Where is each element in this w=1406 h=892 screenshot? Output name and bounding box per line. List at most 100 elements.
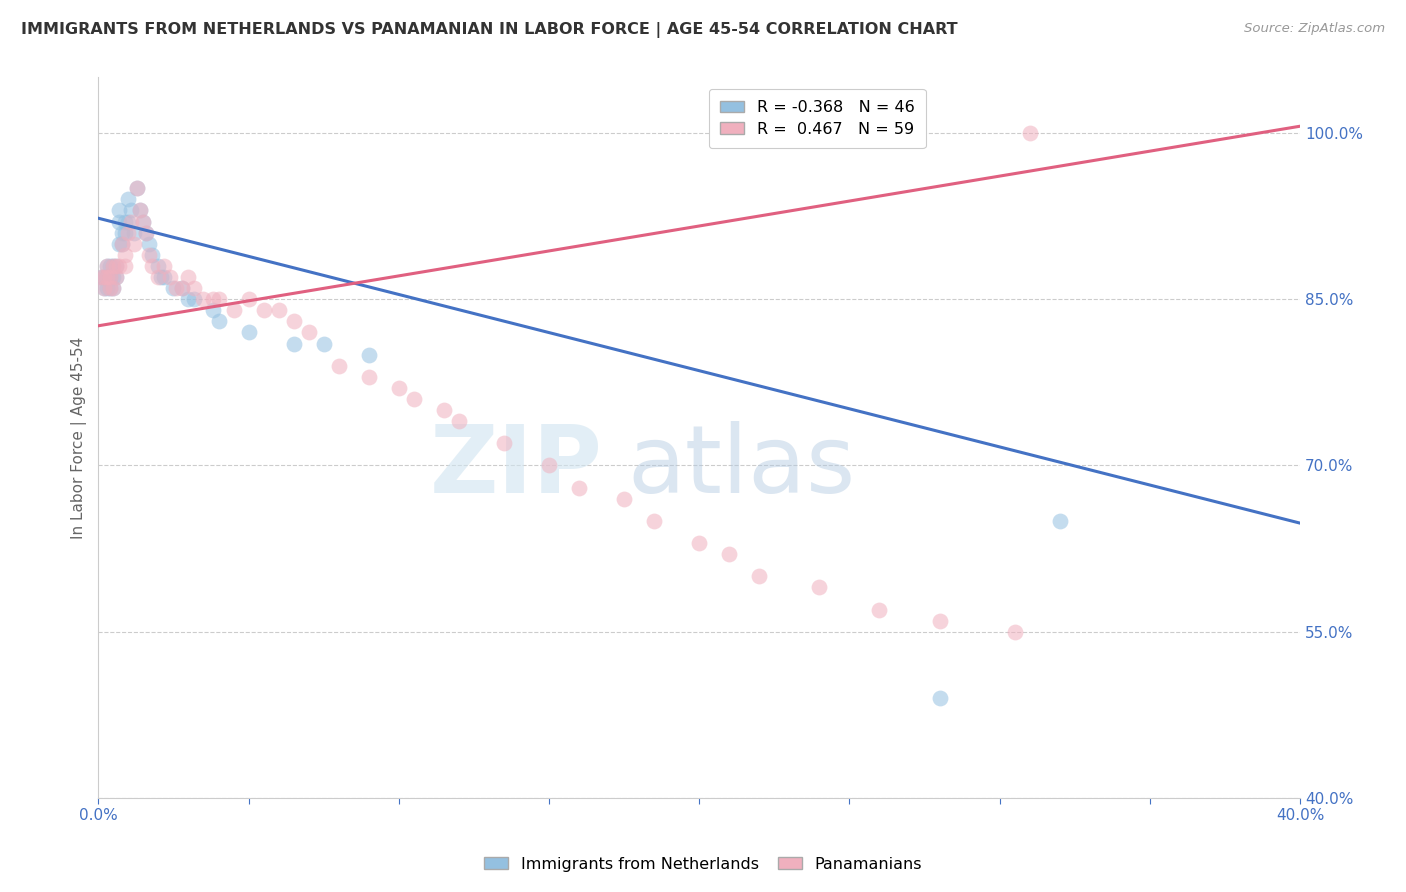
Point — [98, 281, 121, 295]
Point — [568, 481, 591, 495]
Point — [613, 491, 636, 506]
Point — [688, 536, 710, 550]
Point — [103, 259, 125, 273]
Point — [108, 214, 131, 228]
Point — [868, 602, 890, 616]
Point — [90, 270, 112, 285]
Point — [120, 203, 142, 218]
Point — [928, 691, 950, 706]
Point — [103, 259, 125, 273]
Point — [183, 292, 205, 306]
Point — [111, 236, 134, 251]
Point — [447, 414, 470, 428]
Point — [172, 281, 194, 295]
Point — [177, 292, 200, 306]
Point — [207, 292, 229, 306]
Point — [114, 248, 136, 262]
Point — [166, 281, 188, 295]
Point — [103, 270, 125, 285]
Point — [90, 270, 112, 285]
Point — [127, 181, 149, 195]
Point — [93, 281, 115, 295]
Text: ZIP: ZIP — [430, 420, 603, 513]
Point — [127, 181, 149, 195]
Point — [201, 303, 224, 318]
Point — [105, 270, 128, 285]
Point — [105, 259, 128, 273]
Point — [96, 259, 118, 273]
Point — [328, 359, 350, 373]
Point — [153, 259, 176, 273]
Point — [124, 226, 146, 240]
Point — [124, 236, 146, 251]
Point — [138, 236, 160, 251]
Point — [433, 403, 456, 417]
Y-axis label: In Labor Force | Age 45-54: In Labor Force | Age 45-54 — [72, 336, 87, 539]
Point — [183, 281, 205, 295]
Point — [111, 236, 134, 251]
Point — [135, 226, 157, 240]
Point — [153, 270, 176, 285]
Point — [492, 436, 515, 450]
Point — [108, 259, 131, 273]
Point — [105, 259, 128, 273]
Point — [193, 292, 215, 306]
Point — [1018, 126, 1040, 140]
Point — [114, 214, 136, 228]
Text: IMMIGRANTS FROM NETHERLANDS VS PANAMANIAN IN LABOR FORCE | AGE 45-54 CORRELATION: IMMIGRANTS FROM NETHERLANDS VS PANAMANIA… — [21, 22, 957, 38]
Point — [222, 303, 245, 318]
Point — [93, 281, 115, 295]
Point — [537, 458, 560, 473]
Point — [207, 314, 229, 328]
Point — [298, 326, 321, 340]
Point — [117, 226, 139, 240]
Point — [148, 270, 170, 285]
Point — [108, 236, 131, 251]
Point — [135, 226, 157, 240]
Point — [129, 203, 152, 218]
Point — [643, 514, 665, 528]
Point — [267, 303, 290, 318]
Point — [928, 614, 950, 628]
Point — [98, 259, 121, 273]
Point — [129, 203, 152, 218]
Point — [117, 214, 139, 228]
Point — [402, 392, 425, 406]
Text: Source: ZipAtlas.com: Source: ZipAtlas.com — [1244, 22, 1385, 36]
Text: atlas: atlas — [627, 420, 855, 513]
Point — [108, 203, 131, 218]
Point — [103, 281, 125, 295]
Point — [96, 281, 118, 295]
Point — [103, 281, 125, 295]
Point — [111, 226, 134, 240]
Point — [283, 314, 305, 328]
Point — [120, 214, 142, 228]
Point — [148, 259, 170, 273]
Point — [98, 281, 121, 295]
Point — [98, 270, 121, 285]
Point — [150, 270, 173, 285]
Point — [201, 292, 224, 306]
Point — [96, 270, 118, 285]
Point — [96, 270, 118, 285]
Point — [96, 259, 118, 273]
Point — [93, 270, 115, 285]
Point — [138, 248, 160, 262]
Point — [238, 326, 260, 340]
Point — [177, 270, 200, 285]
Point — [132, 214, 155, 228]
Point — [98, 270, 121, 285]
Point — [141, 259, 163, 273]
Point — [141, 248, 163, 262]
Point — [172, 281, 194, 295]
Point — [388, 381, 411, 395]
Legend: R = -0.368   N = 46, R =  0.467   N = 59: R = -0.368 N = 46, R = 0.467 N = 59 — [709, 89, 925, 148]
Point — [159, 270, 181, 285]
Point — [105, 270, 128, 285]
Point — [132, 214, 155, 228]
Point — [93, 270, 115, 285]
Point — [162, 281, 184, 295]
Point — [238, 292, 260, 306]
Point — [357, 348, 380, 362]
Point — [283, 336, 305, 351]
